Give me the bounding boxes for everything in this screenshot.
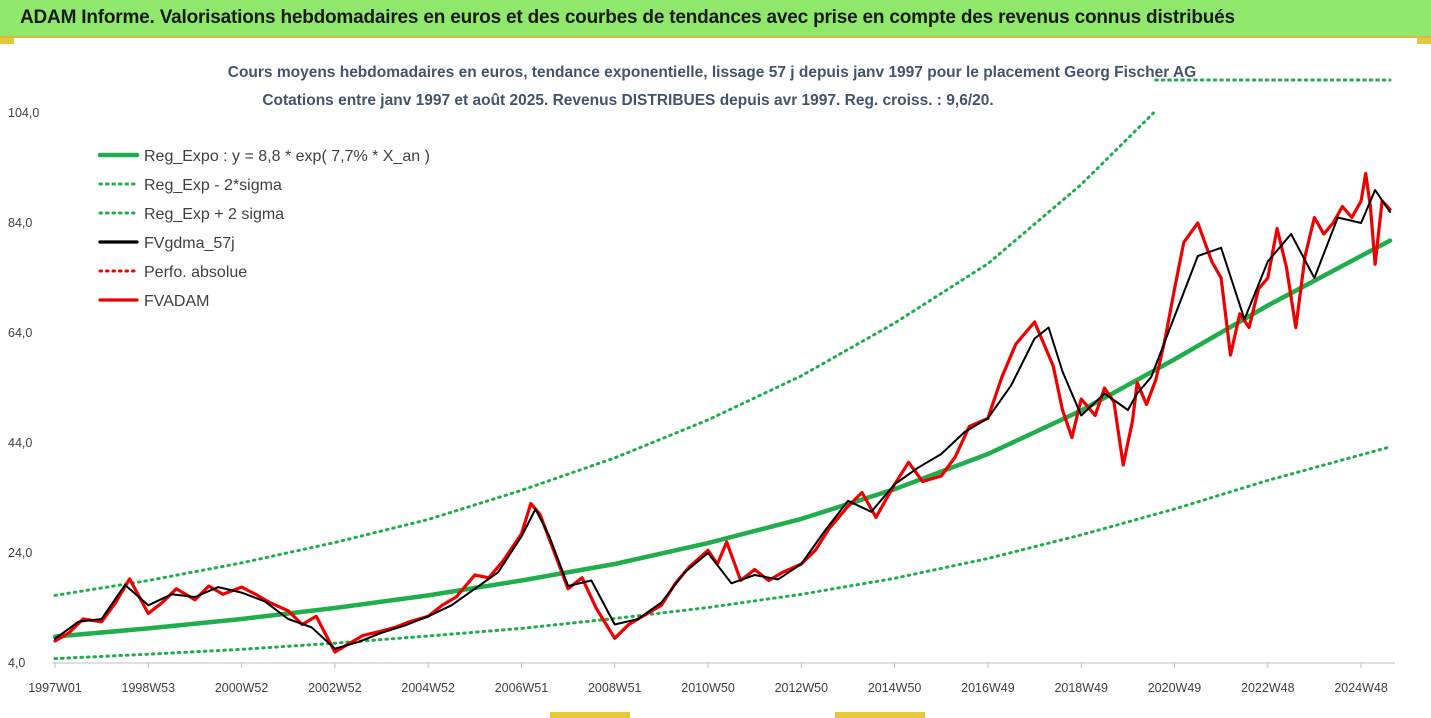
x-tick-label: 2010W50: [681, 681, 735, 695]
corner-mark-left: [0, 38, 14, 44]
y-axis: 104,0 84,0 64,0 44,0 24,0 4,0: [8, 106, 39, 670]
chart-title: Cours moyens hebdomadaires en euros, ten…: [228, 64, 1197, 81]
bottom-mark-2: [835, 712, 925, 718]
x-tick-label: 2020W49: [1148, 681, 1202, 695]
x-tick-label: 2016W49: [961, 681, 1015, 695]
series-fvgdma-57j: [54, 189, 1391, 650]
y-tick-label: 24,0: [8, 546, 32, 560]
x-tick-label: 2012W50: [775, 681, 829, 695]
legend: Reg_Expo : y = 8,8 * exp( 7,7% * X_an ) R…: [97, 148, 430, 310]
legend-label: Reg_Exp + 2 sigma: [144, 206, 284, 223]
x-tick-label: 2022W48: [1241, 681, 1295, 695]
x-tick-label: 2014W50: [868, 681, 922, 695]
y-tick-label: 84,0: [8, 216, 32, 230]
y-tick-label: 4,0: [8, 656, 25, 670]
x-tick-label: 1997W01: [28, 681, 82, 695]
x-tick-label: 2004W52: [401, 681, 455, 695]
series-reg-expo: [52, 238, 1393, 639]
series-fvadam: [53, 171, 1392, 654]
x-axis: 1997W01 1998W53 2000W52 2002W52 2004W52 2006W…: [28, 663, 1388, 695]
x-tick-label: 2000W52: [215, 681, 269, 695]
legend-label: Reg_Exp - 2*sigma: [144, 177, 282, 194]
y-tick-label: 104,0: [8, 106, 39, 120]
x-tick-label: 2018W49: [1054, 681, 1108, 695]
x-tick-label: 2024W48: [1334, 681, 1388, 695]
legend-fvadam: FVADAM: [98, 293, 209, 310]
x-tick-label: 2008W51: [588, 681, 642, 695]
x-tick-label: 2006W51: [495, 681, 549, 695]
series-reg-minus-2sigma: [53, 445, 1392, 661]
series-reg-plus-2sigma: [53, 111, 1155, 597]
legend-label: Perfo. absolue: [144, 264, 247, 281]
legend-reg-expo: Reg_Expo : y = 8,8 * exp( 7,7% * X_an ): [97, 148, 430, 165]
legend-label: Reg_Expo : y = 8,8 * exp( 7,7% * X_an ): [144, 148, 430, 165]
y-tick-label: 44,0: [8, 436, 32, 450]
legend-label: FVADAM: [144, 293, 209, 310]
corner-mark-right: [1417, 38, 1431, 44]
legend-reg-minus-2sigma: Reg_Exp - 2*sigma: [98, 177, 282, 194]
legend-reg-plus-2sigma: Reg_Exp + 2 sigma: [98, 206, 284, 223]
legend-fvgdma: FVgdma_57j: [98, 235, 235, 252]
banner-title: ADAM Informe. Valorisations hebdomadaire…: [20, 7, 1235, 28]
legend-perfo-absolue: Perfo. absolue: [98, 264, 247, 281]
x-tick-label: 2002W52: [308, 681, 362, 695]
y-tick-label: 64,0: [8, 326, 32, 340]
series-group: [52, 78, 1393, 661]
chart-subtitle: Cotations entre janv 1997 et août 2025. …: [262, 92, 993, 109]
x-tick-label: 1998W53: [122, 681, 176, 695]
legend-label: FVgdma_57j: [144, 235, 235, 252]
bottom-mark-1: [550, 712, 630, 718]
report-banner: ADAM Informe. Valorisations hebdomadaire…: [0, 0, 1431, 38]
